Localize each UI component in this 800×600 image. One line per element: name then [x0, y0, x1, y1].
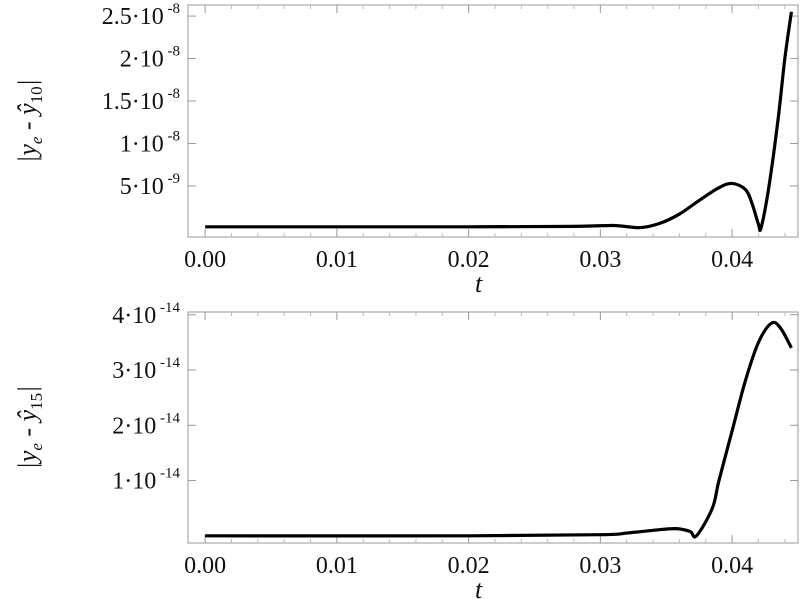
- series-line: [205, 320, 793, 539]
- y-tick-label: 2.5·10 -8: [102, 1, 180, 30]
- y-tick-label: 3·10 -14: [112, 355, 180, 384]
- x-tick-label: 0.01: [316, 553, 358, 579]
- x-axis-label: t: [475, 269, 483, 298]
- x-tick-label: 0.02: [448, 247, 490, 273]
- x-tick-label: 0.01: [316, 247, 358, 273]
- plot-1: 0.00 0.01 0.02 0.03 0.04 5·10 -9 1·10 -8 1.5·10…: [13, 1, 799, 298]
- y-tick-label: 4·10 -14: [112, 300, 180, 329]
- x-tick-label: 0.03: [579, 247, 621, 273]
- x-tick-label: 0.04: [711, 553, 753, 579]
- plot-frame: [187, 311, 799, 544]
- y-tick-label: 1·10 -8: [120, 129, 180, 158]
- y-tick-label: 5·10 -9: [120, 171, 180, 200]
- x-tick-label: 0.00: [184, 247, 226, 273]
- plot-2: 0.00 0.01 0.02 0.03 0.04 1·10 -14 2·10 -14 3·10…: [13, 300, 799, 600]
- y-tick-label: 1.5·10 -8: [102, 86, 180, 115]
- y-tick-label: 2·10 -14: [112, 410, 180, 439]
- x-tick-label: 0.02: [448, 553, 490, 579]
- x-tick-label: 0.04: [711, 247, 753, 273]
- y-axis-label: |ye - ŷ15|: [13, 386, 46, 470]
- y-tick-label: 2·10 -8: [120, 44, 180, 73]
- x-tick-label: 0.00: [184, 553, 226, 579]
- x-axis-label: t: [475, 575, 483, 600]
- y-axis-label: |ye - ŷ10|: [13, 79, 46, 163]
- series-line: [205, 11, 793, 233]
- y-tick-label: 1·10 -14: [112, 466, 180, 495]
- x-tick-label: 0.03: [579, 553, 621, 579]
- plot-frame: [187, 4, 799, 238]
